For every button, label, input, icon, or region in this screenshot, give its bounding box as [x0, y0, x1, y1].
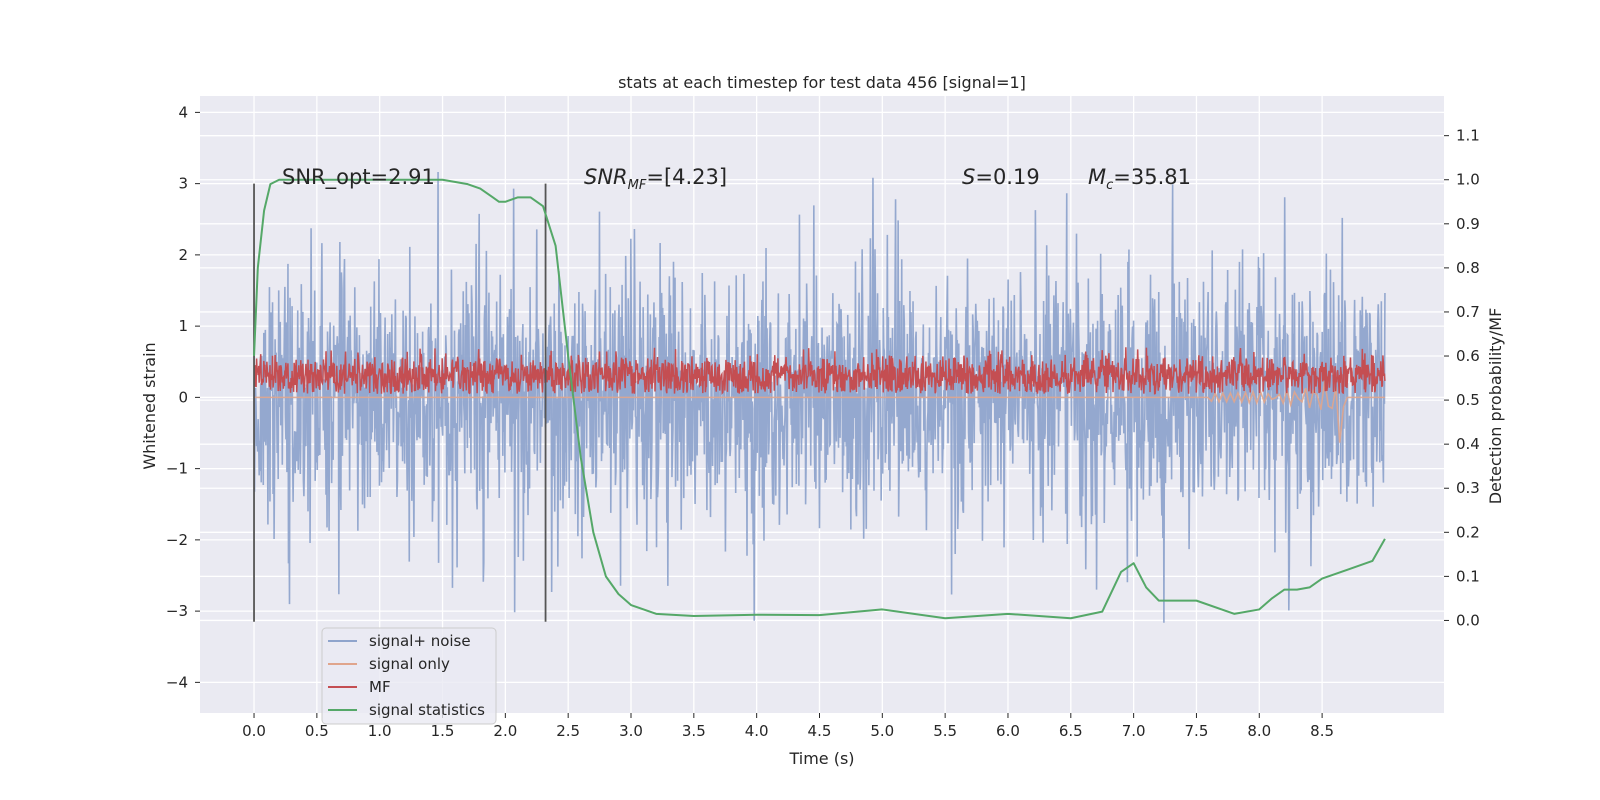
- y2-tick-label-4: 0.7: [1456, 303, 1480, 321]
- x-tick-label-4: 2.0: [493, 722, 517, 740]
- snr-mf-subscript: MF: [628, 178, 647, 193]
- mf-line: [253, 347, 1386, 395]
- snr-mf-symbol: SNR: [584, 165, 628, 189]
- y2-tick-label-5: 0.6: [1456, 347, 1480, 365]
- y-tick-label-8: −4: [166, 673, 188, 691]
- x-tick-label-6: 3.0: [619, 722, 643, 740]
- y2-tick-label-9: 0.2: [1456, 523, 1480, 541]
- legend-label-mf: MF: [369, 678, 391, 696]
- x-tick-label-2: 1.0: [368, 722, 392, 740]
- s-value: =0.19: [975, 165, 1039, 189]
- y2-tick-labels: 1.1 1.0 0.9 0.8 0.7 0.6 0.5 0.4 0.3 0.2 0.1 0.0: [1444, 127, 1480, 629]
- y-tick-label-5: −1: [166, 460, 188, 478]
- x-tick-label-8: 4.0: [745, 722, 769, 740]
- signal-statistics-line: [253, 178, 1386, 620]
- y2-tick-label-2: 0.9: [1456, 215, 1480, 233]
- y2-tick-label-1: 1.0: [1456, 171, 1480, 189]
- x-tick-label-17: 8.5: [1310, 722, 1334, 740]
- y-tick-labels: 4 3 2 1 0 −1 −2 −3 −4: [166, 103, 200, 691]
- y2-axis-label: Detection probability/MF: [1486, 308, 1505, 505]
- vertical-markers: [253, 183, 547, 622]
- y2-tick-label-7: 0.4: [1456, 435, 1480, 453]
- signal-only-line: [254, 380, 1385, 443]
- snr-mf-value: =[4.23]: [646, 165, 727, 189]
- legend-label-signal-only: signal only: [369, 655, 450, 673]
- y-tick-label-3: 1: [178, 317, 188, 335]
- series-signal-statistics: [253, 178, 1386, 620]
- chart-title: stats at each timestep for test data 456…: [618, 73, 1026, 92]
- x-tick-label-0: 0.0: [242, 722, 266, 740]
- legend-label-signal-statistics: signal statistics: [369, 701, 485, 719]
- annotation-mc: Mc=35.81: [1088, 165, 1191, 193]
- y2-tick-label-0: 1.1: [1456, 127, 1480, 145]
- x-tick-label-16: 8.0: [1247, 722, 1271, 740]
- legend-box: [321, 627, 497, 725]
- mc-symbol: M: [1088, 165, 1106, 189]
- y2-tick-label-8: 0.3: [1456, 479, 1480, 497]
- x-tick-label-1: 0.5: [305, 722, 329, 740]
- y2-tick-label-11: 0.0: [1456, 611, 1480, 629]
- x-tick-labels: 0.0 0.5 1.0 1.5 2.0 2.5 3.0 3.5 4.0 4.5 5.0 5.5 6.0 6…: [242, 713, 1334, 740]
- mc-value: =35.81: [1113, 165, 1191, 189]
- y-tick-label-7: −3: [166, 602, 188, 620]
- annotation-snr-mf: SNRMF=[4.23]: [584, 165, 727, 193]
- x-tick-label-10: 5.0: [870, 722, 894, 740]
- x-tick-label-14: 7.0: [1122, 722, 1146, 740]
- y-tick-label-2: 2: [178, 246, 188, 264]
- y-tick-label-4: 0: [178, 388, 188, 406]
- y2-tick-label-3: 0.8: [1456, 259, 1480, 277]
- y2-tick-label-6: 0.5: [1456, 391, 1480, 409]
- y-tick-label-6: −2: [166, 531, 188, 549]
- y-axis-label: Whitened strain: [140, 342, 159, 469]
- y-tick-label-1: 3: [178, 175, 188, 193]
- x-axis-label: Time (s): [788, 749, 854, 768]
- s-symbol: S: [962, 165, 975, 189]
- y-tick-label-0: 4: [178, 103, 188, 121]
- x-tick-label-13: 6.5: [1059, 722, 1083, 740]
- y2-tick-label-10: 0.1: [1456, 567, 1480, 585]
- series-mf: [253, 347, 1386, 395]
- annotation-s: S=0.19: [962, 165, 1040, 189]
- x-tick-label-7: 3.5: [682, 722, 706, 740]
- x-tick-label-15: 7.5: [1185, 722, 1209, 740]
- x-tick-label-3: 1.5: [431, 722, 455, 740]
- annotation-snr-opt: SNR_opt=2.91: [282, 165, 435, 190]
- x-tick-label-11: 5.5: [933, 722, 957, 740]
- x-tick-label-9: 4.5: [808, 722, 832, 740]
- series-signal-only: [254, 380, 1385, 443]
- x-tick-label-12: 6.0: [996, 722, 1020, 740]
- x-tick-label-5: 2.5: [556, 722, 580, 740]
- legend: signal+ noise signal only MF signal stat…: [321, 627, 497, 725]
- legend-label-signal-plus-noise: signal+ noise: [369, 632, 471, 650]
- mc-subscript: c: [1106, 178, 1113, 193]
